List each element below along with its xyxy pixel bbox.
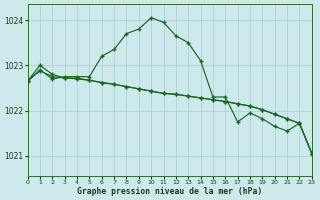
X-axis label: Graphe pression niveau de la mer (hPa): Graphe pression niveau de la mer (hPa) bbox=[77, 187, 262, 196]
